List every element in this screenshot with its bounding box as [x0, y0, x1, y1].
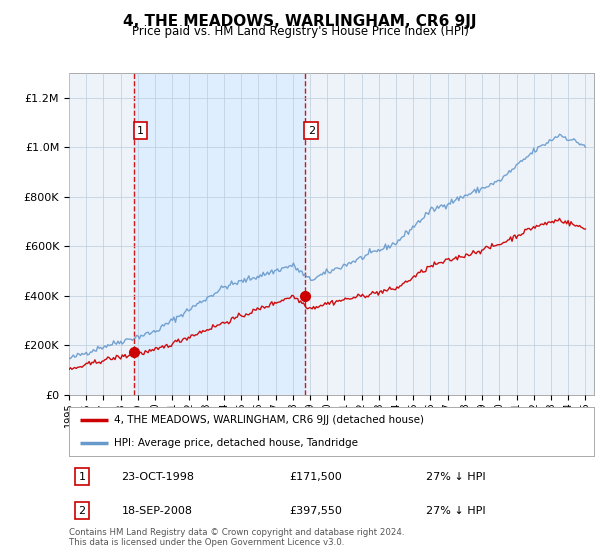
Text: 27% ↓ HPI: 27% ↓ HPI [426, 472, 485, 482]
Text: 18-SEP-2008: 18-SEP-2008 [121, 506, 193, 516]
Text: 2: 2 [308, 126, 315, 136]
Text: 27% ↓ HPI: 27% ↓ HPI [426, 506, 485, 516]
Text: 4, THE MEADOWS, WARLINGHAM, CR6 9JJ (detached house): 4, THE MEADOWS, WARLINGHAM, CR6 9JJ (det… [113, 416, 424, 426]
Text: 1: 1 [79, 472, 86, 482]
Text: £397,550: £397,550 [290, 506, 343, 516]
Text: £171,500: £171,500 [290, 472, 342, 482]
Text: 4, THE MEADOWS, WARLINGHAM, CR6 9JJ: 4, THE MEADOWS, WARLINGHAM, CR6 9JJ [123, 14, 477, 29]
Bar [134, 73, 305, 395]
Text: 2: 2 [79, 506, 86, 516]
Text: 1: 1 [137, 126, 144, 136]
Text: Price paid vs. HM Land Registry's House Price Index (HPI): Price paid vs. HM Land Registry's House … [131, 25, 469, 38]
Text: HPI: Average price, detached house, Tandridge: HPI: Average price, detached house, Tand… [113, 438, 358, 448]
Text: 23-OCT-1998: 23-OCT-1998 [121, 472, 194, 482]
Text: Contains HM Land Registry data © Crown copyright and database right 2024.
This d: Contains HM Land Registry data © Crown c… [69, 528, 404, 547]
